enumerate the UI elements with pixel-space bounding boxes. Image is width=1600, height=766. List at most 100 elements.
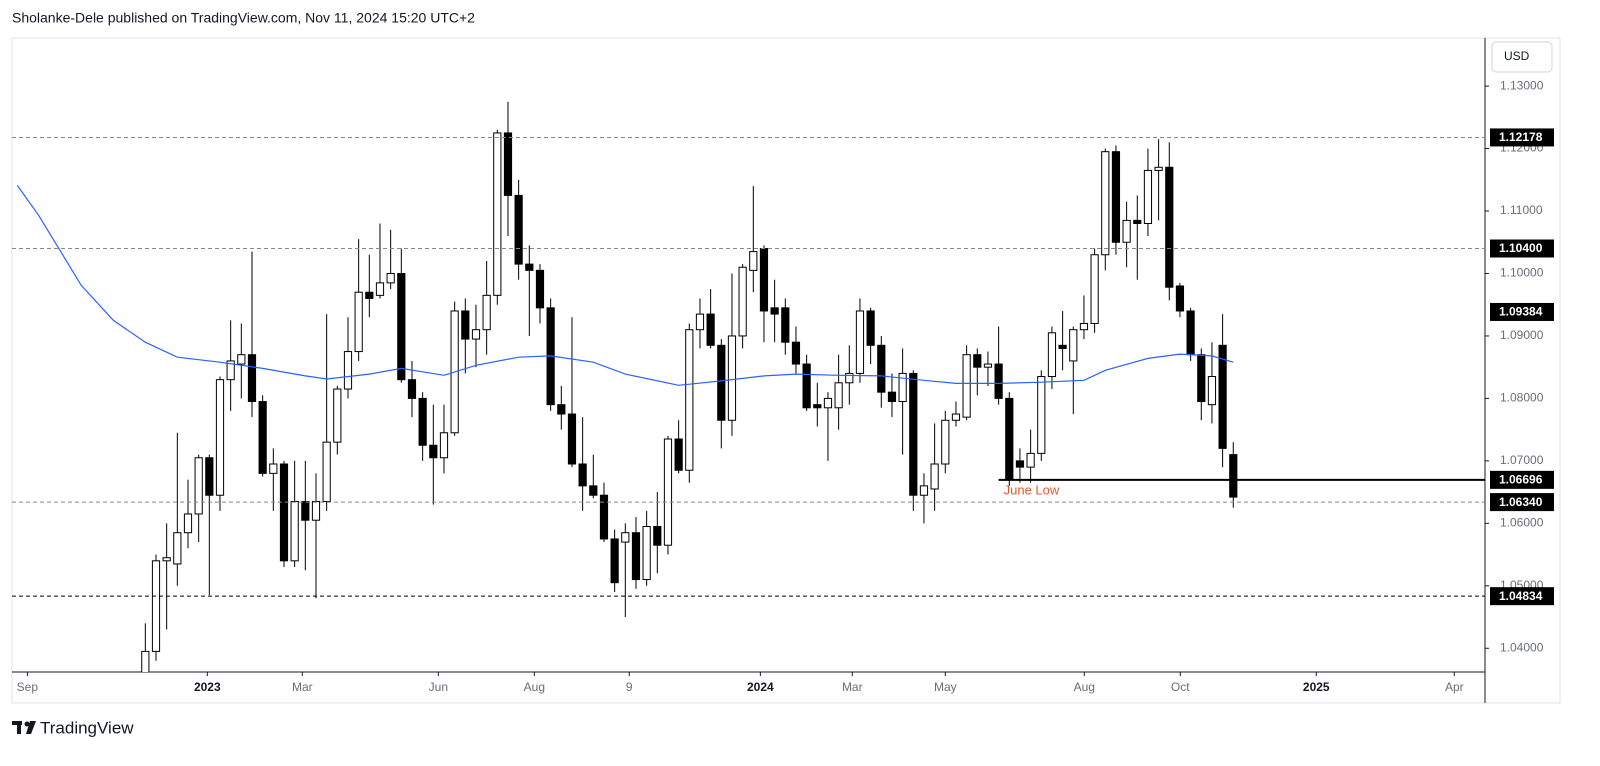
candle-body [642,525,651,581]
candle-body [727,335,737,421]
candle-body [631,532,641,581]
candle-body [1079,322,1089,331]
candle-body [471,329,481,340]
candle-body [493,132,502,296]
candle-body [951,413,961,421]
y-tick-label: 1.10000 [1500,266,1544,280]
candle-body [1026,452,1035,468]
candle-body [599,494,609,540]
candle-body [439,432,449,459]
candle-body [567,413,577,465]
candle-body [983,363,993,368]
candle-body [226,360,235,381]
x-tick-label: Jun [429,680,448,694]
candle-body [311,500,321,521]
candle-body [994,363,1003,399]
candle-body [407,379,417,399]
x-tick-label: Mar [292,680,313,694]
price-label-box [1490,470,1554,489]
candle-body [365,291,374,299]
x-tick-label: May [934,680,957,694]
brand: TradingView [40,718,134,737]
candle-body [1165,166,1174,288]
candle-body [706,313,715,346]
candle-body [482,294,491,331]
candle-body [941,419,950,465]
candle-body [1047,332,1057,378]
candle-body [418,397,427,446]
candle-body [269,463,278,474]
candle-body [183,513,193,534]
x-tick-label: Mar [842,680,863,694]
currency: USD [1504,49,1530,63]
price-label-box [1490,302,1554,321]
price-label-box [1490,128,1554,147]
candle-body [301,500,310,521]
header: Sholanke-Dele published on TradingView.c… [12,10,475,26]
candle-body [1207,376,1217,406]
x-tick-label: Aug [524,680,545,694]
candle-body [194,457,203,515]
candle-body [1005,397,1014,481]
y-tick-label: 1.09000 [1500,328,1544,342]
logo-mark [24,721,30,727]
x-tick-label: 2023 [194,680,221,694]
candle-body [343,351,353,390]
candle-body [909,372,918,496]
candle-body [237,354,246,365]
candle-body [279,463,289,562]
y-tick-label: 1.04000 [1500,640,1544,654]
x-tick-label: Sep [17,680,39,694]
y-tick-label: 1.11000 [1500,203,1543,217]
candle-body [823,397,833,409]
candle-body [738,266,747,337]
x-tick-label: Oct [1171,680,1190,694]
candle-body [866,310,875,346]
candle-body [375,282,385,296]
candle-body [258,401,267,474]
y-tick-label: 1.13000 [1500,78,1544,92]
chart-frame [11,37,1561,704]
candle-body [877,344,886,393]
y-tick-label: 1.07000 [1500,453,1544,467]
x-tick-label: 9 [626,680,633,694]
candle-body [621,532,630,543]
candle-body [535,269,545,309]
candle-body [386,272,395,284]
candle-body [151,560,161,652]
candle-body [557,404,566,415]
candle-body [1229,454,1238,498]
candle-body [397,272,406,381]
candle-body [1143,169,1153,225]
candle-body [1101,151,1110,256]
candle-body [781,307,790,343]
candle-body [1069,329,1078,362]
candle-body [589,485,598,496]
candle-body [759,248,769,312]
candle-body [578,463,587,487]
price-label: 1.10400 [1499,241,1543,255]
x-tick-label: 2025 [1303,680,1330,694]
candle-body [354,291,363,353]
candle-body [887,391,897,403]
candle-body [802,363,811,409]
candle-body [290,500,299,562]
level-annotation: June Low [1004,482,1060,497]
x-tick-label: Aug [1074,680,1095,694]
logo-mark [26,721,36,734]
candle-body [898,372,907,403]
candle-body [141,650,150,672]
candle-body [973,354,982,368]
moving-average [16,185,1234,386]
candle-body [674,438,683,471]
price-label: 1.06696 [1499,473,1543,487]
x-tick-label: 2024 [747,680,774,694]
candle-body [1090,254,1099,324]
candle-body [173,532,182,565]
candle-body [791,341,801,365]
candle-body [1111,151,1121,243]
logo-mark [17,721,21,734]
candle-body [1037,376,1046,454]
candle-body [503,132,513,196]
